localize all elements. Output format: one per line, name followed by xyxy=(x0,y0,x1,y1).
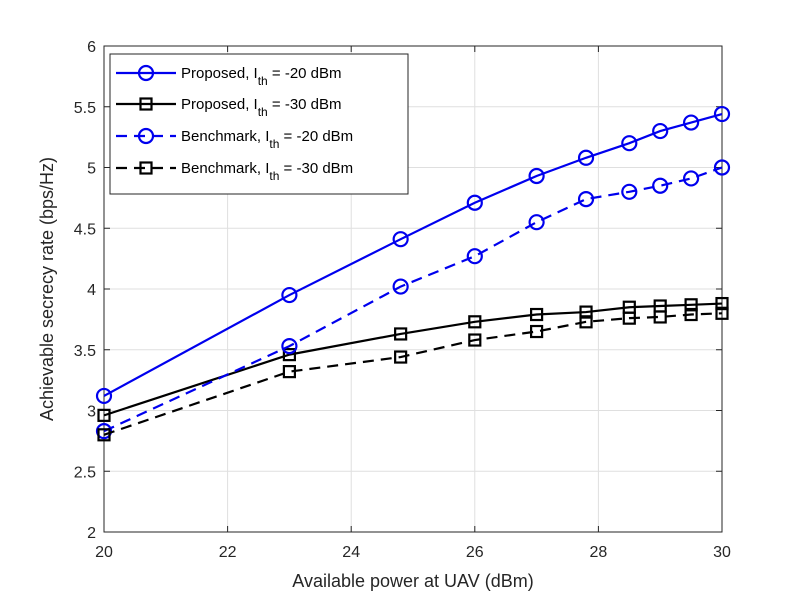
series-line xyxy=(103,112,723,397)
data-point-square-marker xyxy=(468,333,482,347)
y-tick-label: 3 xyxy=(87,404,96,421)
data-point-circle-marker xyxy=(466,194,483,211)
x-tick-label: 22 xyxy=(219,544,237,561)
legend-entry-2: Proposed, Ith = -30 dBm xyxy=(116,96,342,119)
data-point-circle-marker xyxy=(713,105,731,123)
data-point-circle-marker xyxy=(652,177,669,194)
series-1 xyxy=(95,105,731,405)
x-tick-label: 20 xyxy=(95,544,113,561)
series-4 xyxy=(97,306,729,442)
y-tick-label: 5 xyxy=(87,161,96,178)
series-line xyxy=(103,312,723,436)
legend-entry-4: Benchmark, Ith = -30 dBm xyxy=(116,160,353,183)
data-point-square-marker xyxy=(394,327,408,341)
legend-box xyxy=(109,53,409,195)
data-point-square-marker xyxy=(468,315,482,329)
data-point-square-marker xyxy=(579,315,593,329)
data-point-circle-marker xyxy=(682,170,700,187)
y-tick-label: 2 xyxy=(87,525,96,542)
legend-label: Proposed, Ith = -30 dBm xyxy=(181,96,342,119)
data-point-circle-marker xyxy=(528,214,545,231)
legend: Proposed, Ith = -20 dBm Proposed, Ith = -… xyxy=(109,53,409,195)
data-point-square-marker xyxy=(529,324,544,339)
legend-label: Proposed, Ith = -20 dBm xyxy=(181,65,342,88)
legend-label: Benchmark, Ith = -20 dBm xyxy=(181,128,353,151)
data-point-square-marker xyxy=(715,296,729,311)
data-point-square-marker xyxy=(653,310,667,324)
data-point-square-marker xyxy=(97,428,111,442)
data-point-circle-marker xyxy=(95,423,113,440)
legend-circle-marker xyxy=(137,64,155,82)
data-point-circle-marker xyxy=(713,159,731,176)
y-tick-label: 6 xyxy=(87,39,96,56)
data-point-square-marker xyxy=(97,408,111,422)
data-point-square-marker xyxy=(282,348,296,362)
x-axis-title: Available power at UAV (dBm) xyxy=(292,571,533,591)
data-point-circle-marker xyxy=(95,387,113,405)
legend-entry-1: Proposed, Ith = -20 dBm xyxy=(116,64,342,88)
legend-square-marker xyxy=(139,161,153,175)
x-tick-label: 26 xyxy=(466,544,484,561)
data-point-square-marker xyxy=(684,298,698,312)
data-point-circle-marker xyxy=(392,231,409,248)
x-tick-label: 24 xyxy=(342,544,360,561)
legend-circle-marker xyxy=(137,127,155,145)
data-point-circle-marker xyxy=(621,135,638,152)
x-tick-label: 28 xyxy=(590,544,608,561)
y-tick-label: 4.5 xyxy=(74,221,96,238)
series-line xyxy=(103,166,723,433)
legend-square-marker xyxy=(139,97,153,111)
y-tick-label: 4 xyxy=(87,282,96,299)
data-point-circle-marker xyxy=(392,278,409,295)
y-tick-label: 5.5 xyxy=(74,100,96,117)
data-point-circle-marker xyxy=(682,114,700,131)
data-point-square-marker xyxy=(579,305,593,319)
data-point-circle-marker xyxy=(577,190,595,208)
data-point-circle-marker xyxy=(652,122,669,140)
data-point-square-marker xyxy=(715,306,729,320)
y-axis-title: Achievable secrecy rate (bps/Hz) xyxy=(37,157,57,421)
data-point-circle-marker xyxy=(281,286,298,304)
series-3 xyxy=(95,159,731,440)
data-point-square-marker xyxy=(282,365,296,379)
series-group xyxy=(95,105,731,442)
legend-entry-3: Benchmark, Ith = -20 dBm xyxy=(116,127,353,151)
data-point-circle-marker xyxy=(528,167,545,185)
x-tick-label: 30 xyxy=(713,544,731,561)
data-point-circle-marker xyxy=(281,338,298,355)
axis-ticks: 20 22 24 26 28 30 2 2.5 3 3.5 4 4.5 5 5.5 6 xyxy=(74,39,731,561)
data-point-square-marker xyxy=(394,350,408,364)
legend-label: Benchmark, Ith = -30 dBm xyxy=(181,160,353,183)
y-tick-label: 2.5 xyxy=(74,464,96,481)
data-point-circle-marker xyxy=(577,149,595,166)
data-point-square-marker xyxy=(622,311,636,325)
data-point-circle-marker xyxy=(466,248,483,265)
data-point-circle-marker xyxy=(621,183,638,200)
series-2 xyxy=(97,296,729,422)
data-point-square-marker xyxy=(529,307,544,322)
series-line xyxy=(103,302,723,417)
data-point-square-marker xyxy=(684,307,698,322)
y-tick-label: 3.5 xyxy=(74,343,96,360)
